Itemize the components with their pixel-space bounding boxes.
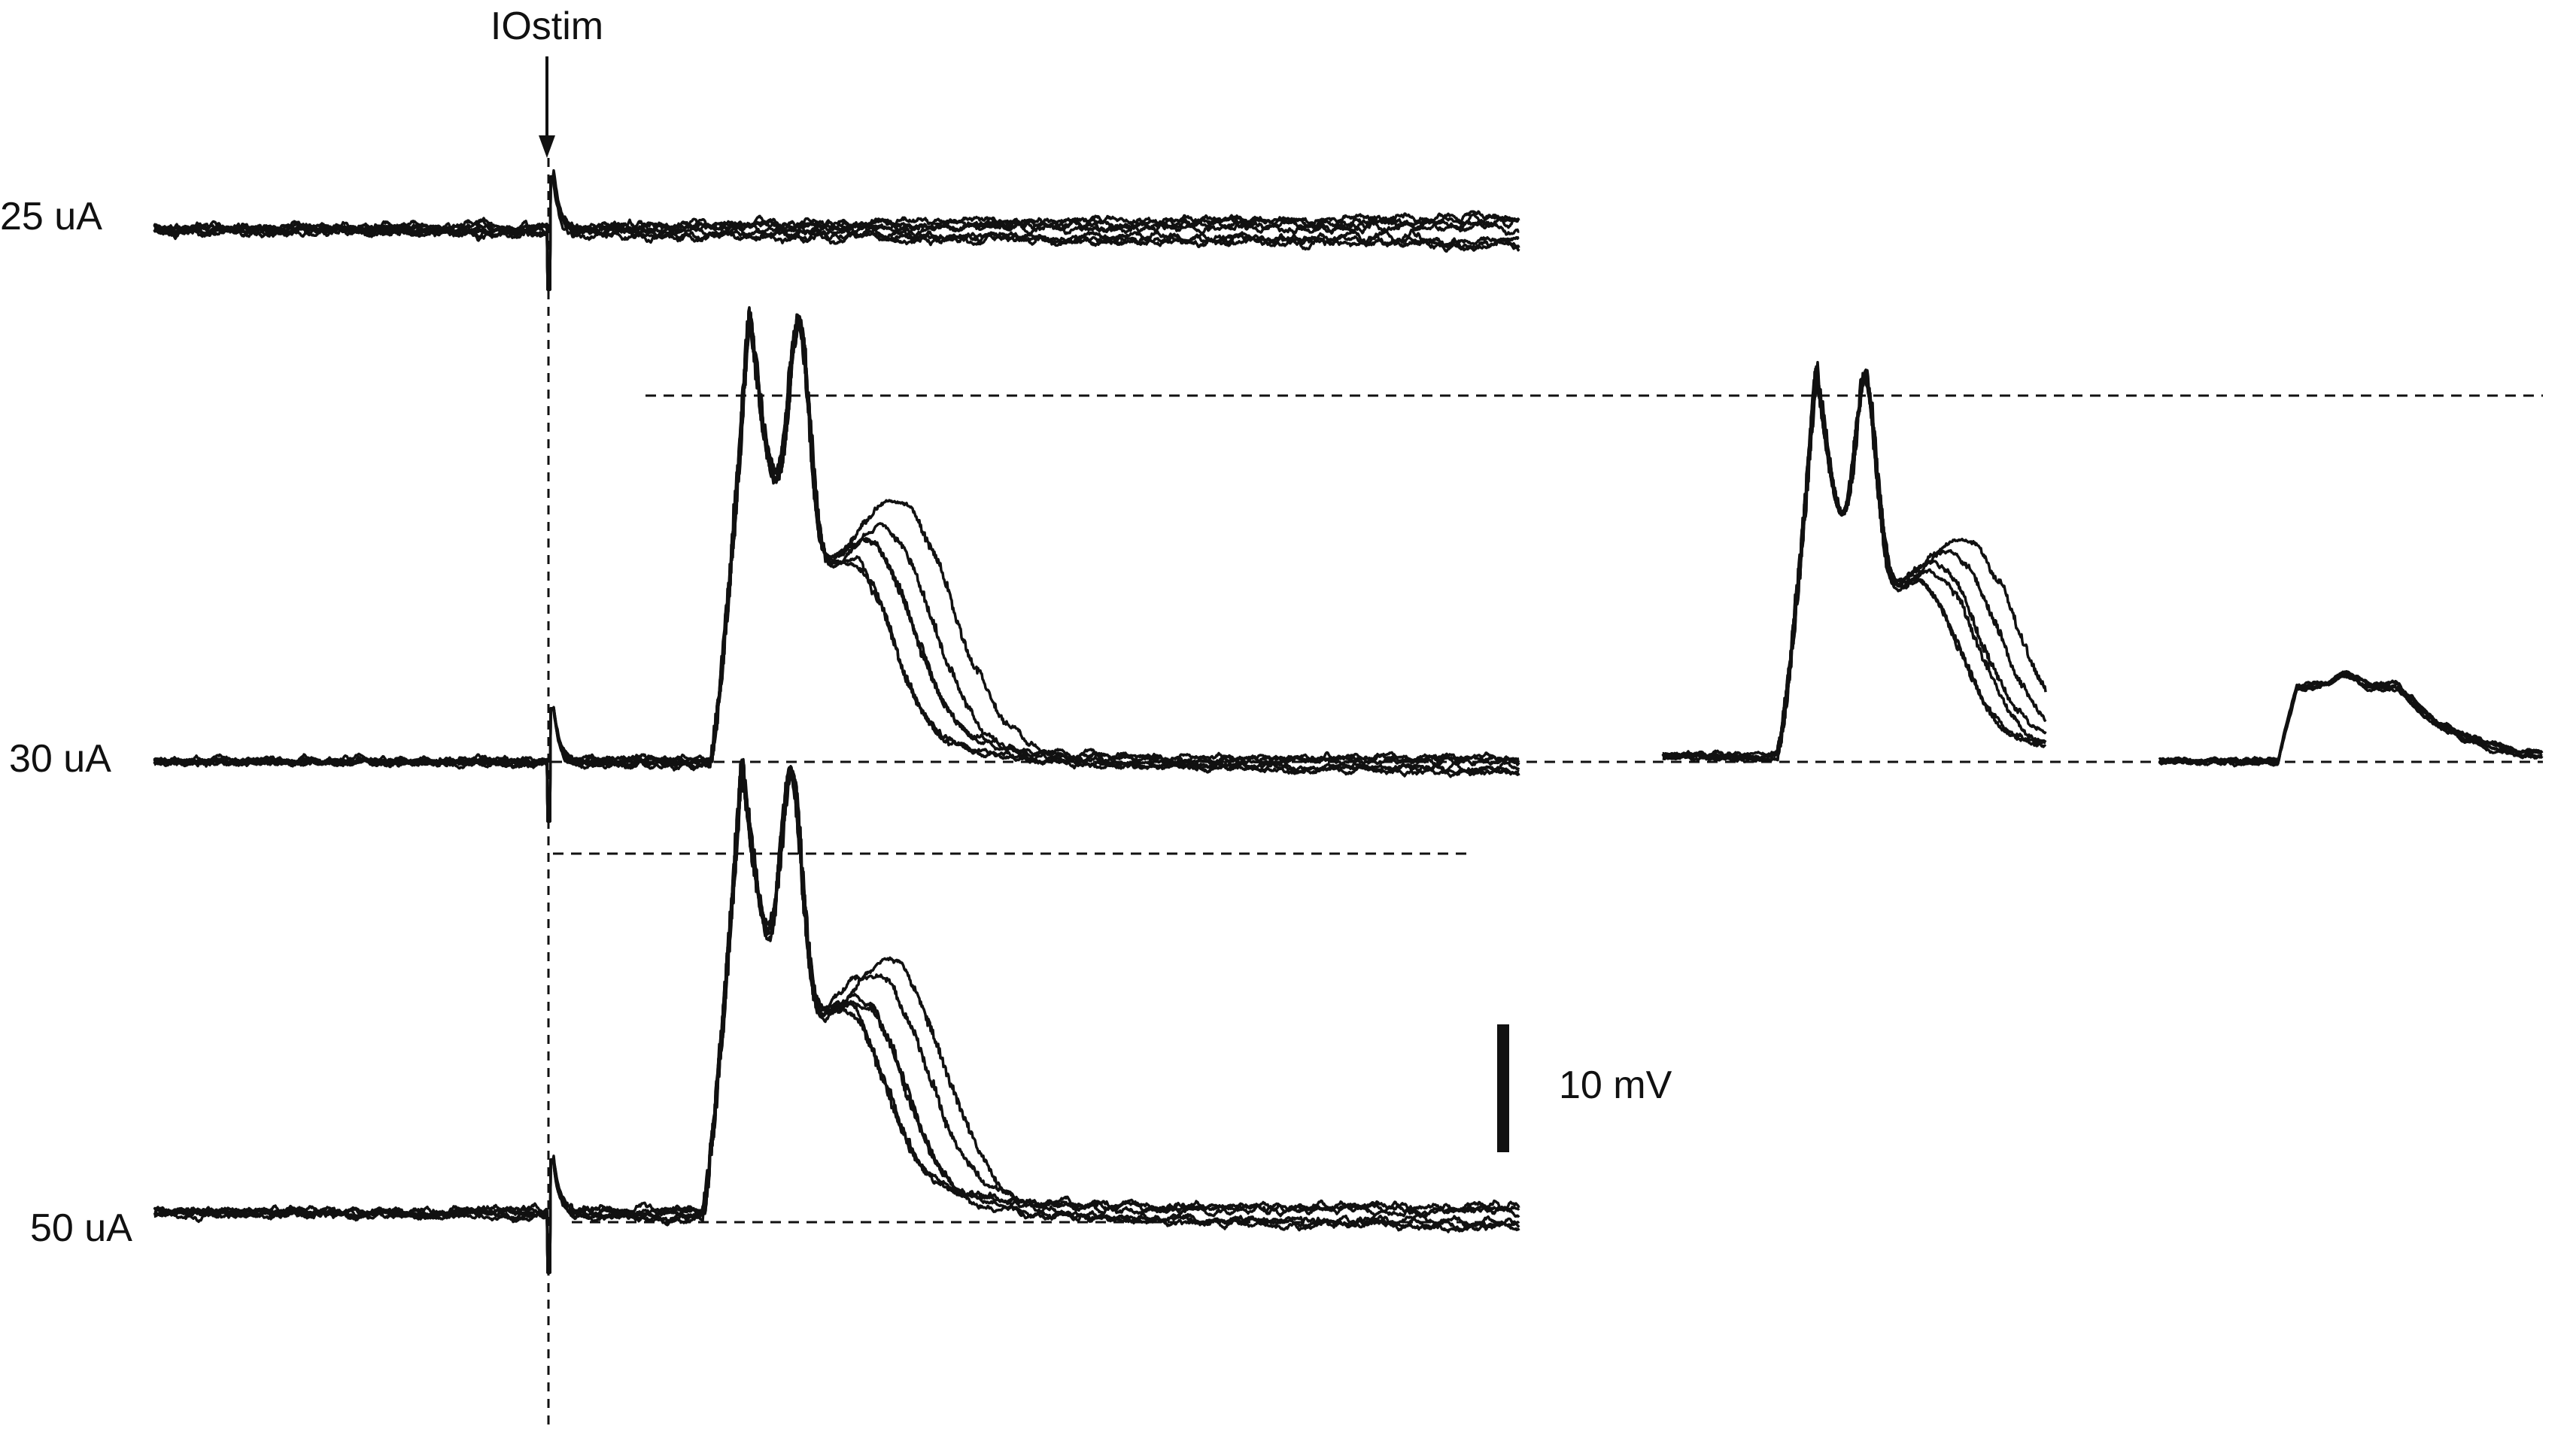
sweep-trace <box>153 175 1520 291</box>
sweep-trace <box>153 310 1520 823</box>
sweep-trace <box>2158 669 2543 766</box>
reference-dashed-lines <box>154 394 2543 1224</box>
sweep-trace <box>153 763 1520 1274</box>
sweep-trace <box>1661 371 2047 763</box>
trace-group-25ua <box>153 168 1520 291</box>
sweep-trace <box>153 770 1520 1274</box>
trace-group-30ua <box>153 306 1520 823</box>
sweep-trace <box>153 760 1520 1274</box>
sweep-trace <box>153 322 1520 823</box>
sweep-trace <box>2158 673 2543 767</box>
sweep-trace <box>2158 672 2543 766</box>
trace-group-50ua <box>153 757 1520 1274</box>
sweep-trace <box>2158 670 2544 766</box>
trace-group-30ua-third-sweep <box>2158 669 2544 768</box>
row-label-25ua: 25 uA <box>0 195 102 238</box>
scale-bar-label: 10 mV <box>1559 1063 1672 1107</box>
sweep-trace <box>1662 360 2047 760</box>
sweep-trace <box>153 757 1520 1274</box>
sweep-trace <box>153 175 1520 291</box>
sweep-trace <box>2158 675 2544 768</box>
stimulus-label: IOstim <box>491 5 603 48</box>
sweep-trace <box>153 763 1520 1274</box>
row-label-30ua: 30 uA <box>9 737 111 781</box>
row-label-50ua: 50 uA <box>30 1206 132 1250</box>
sweep-trace <box>2158 670 2544 766</box>
stimulus-arrow <box>539 56 555 158</box>
trace-group-30ua-second-sweep <box>1661 360 2047 763</box>
sweep-trace <box>153 310 1520 823</box>
sweep-trace <box>153 758 1520 1274</box>
scale-bar <box>1497 1024 1509 1152</box>
